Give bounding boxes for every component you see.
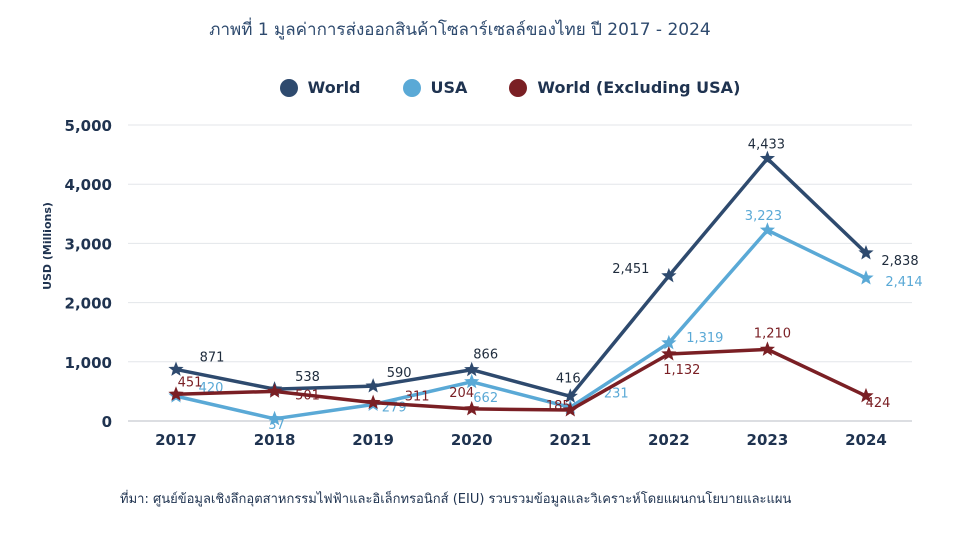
- legend-swatch-usa: [402, 78, 421, 97]
- data-label: 1,319: [686, 331, 723, 346]
- data-label: 451: [178, 375, 203, 390]
- x-tick-label: 2017: [155, 431, 197, 449]
- data-point-star: [759, 341, 776, 356]
- data-point-star: [661, 334, 677, 350]
- data-point-star: [759, 150, 776, 166]
- data-point-star: [562, 402, 578, 417]
- data-label: 231: [604, 386, 629, 401]
- data-label: 662: [473, 391, 498, 406]
- legend-label-world: World: [307, 78, 361, 97]
- x-tick-label: 2024: [845, 431, 887, 449]
- chart-legend: World USA World (Excluding USA): [0, 78, 960, 97]
- series-line: [175, 347, 867, 412]
- data-point-star: [661, 267, 677, 283]
- data-point-star: [858, 270, 874, 285]
- data-point-star: [858, 244, 874, 260]
- data-point-star: [266, 410, 283, 426]
- data-label: 1,132: [663, 363, 700, 378]
- data-label: 204: [449, 386, 474, 401]
- data-label: 185: [546, 399, 571, 414]
- y-tick-label: 2,000: [65, 295, 112, 313]
- x-tick-label: 2020: [451, 431, 493, 449]
- x-tick-label: 2023: [747, 431, 789, 449]
- data-label: 416: [556, 371, 581, 386]
- data-point-star: [266, 383, 283, 398]
- series-line: [175, 156, 868, 399]
- data-point-star: [661, 345, 677, 361]
- data-point-star: [464, 400, 480, 416]
- data-label: 424: [866, 396, 891, 411]
- y-tick-label: 3,000: [65, 235, 112, 253]
- data-point-star: [759, 222, 776, 237]
- x-tick-label: 2021: [549, 431, 591, 449]
- x-tick-label: 2019: [352, 431, 394, 449]
- x-tick-label: 2018: [254, 431, 296, 449]
- y-tick-label: 5,000: [65, 117, 112, 135]
- data-point-star: [365, 394, 381, 410]
- x-tick-label: 2022: [648, 431, 690, 449]
- data-point-star: [464, 373, 480, 389]
- data-point-star: [365, 378, 381, 393]
- y-tick-label: 1,000: [65, 354, 112, 372]
- data-label: 311: [405, 390, 430, 405]
- data-label: 871: [200, 350, 225, 365]
- y-tick-label: 0: [102, 413, 112, 431]
- data-label: 2,451: [612, 262, 649, 277]
- data-label: 866: [473, 348, 498, 363]
- data-label: 37: [268, 418, 285, 433]
- data-label: 2,838: [881, 254, 918, 269]
- chart-title: ภาพที่ 1 มูลค่าการส่งออกสินค้าโซลาร์เซลล…: [209, 20, 711, 40]
- data-point-star: [562, 388, 578, 403]
- legend-item-usa: USA: [402, 78, 468, 97]
- source-note: ที่มา: ศูนย์ข้อมูลเชิงลึกอุตสาหกรรมไฟฟ้า…: [120, 492, 792, 507]
- series-line: [175, 228, 867, 421]
- data-point-star: [168, 386, 184, 401]
- legend-label-usa: USA: [430, 78, 468, 97]
- data-point-star: [858, 387, 874, 403]
- y-tick-label: 4,000: [65, 176, 112, 194]
- legend-swatch-world-excl-usa: [509, 78, 528, 97]
- data-label: 2,414: [885, 275, 922, 290]
- legend-item-world: World: [279, 78, 361, 97]
- data-label: 590: [387, 366, 412, 381]
- legend-item-world-excl-usa: World (Excluding USA): [509, 78, 740, 97]
- data-label: 3,223: [745, 209, 782, 224]
- data-label: 4,433: [748, 138, 785, 153]
- data-label: 1,210: [754, 326, 791, 341]
- legend-swatch-world: [279, 78, 298, 97]
- data-point-star: [464, 361, 480, 377]
- data-label: 501: [295, 388, 320, 403]
- data-point-star: [168, 361, 184, 376]
- legend-label-world-excl-usa: World (Excluding USA): [537, 78, 741, 97]
- y-axis-label: USD (Millions): [41, 202, 54, 290]
- data-label: 538: [295, 370, 320, 385]
